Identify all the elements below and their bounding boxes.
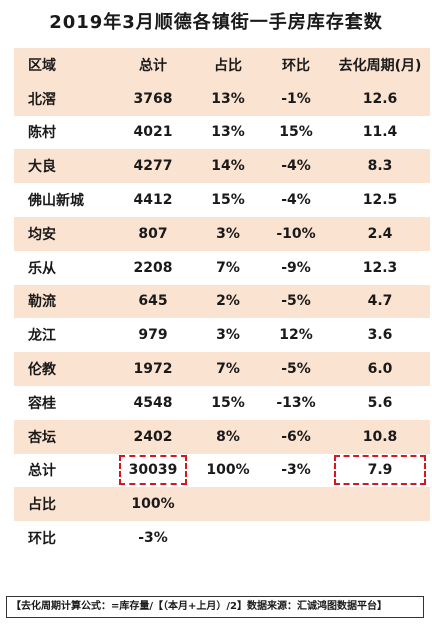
cell-cycle: 2.4 bbox=[330, 216, 430, 251]
header-share: 占比 bbox=[194, 48, 262, 82]
cell-total: 1972 bbox=[112, 352, 194, 386]
total-value-highlight: 30039 bbox=[118, 455, 188, 486]
cell-change: -4% bbox=[281, 192, 311, 209]
cell-region: 乐从 bbox=[28, 260, 56, 277]
cell-total: 645 bbox=[112, 284, 194, 319]
cell-region: 北滘 bbox=[14, 81, 112, 116]
footer-note: 【去化周期计算公式：=库存量/【（本月+上月）/2】数据来源：汇诚鸿图数据平台】 bbox=[6, 596, 424, 618]
cell-change: -6% bbox=[262, 419, 330, 454]
cell-change: -13% bbox=[276, 394, 316, 411]
cell-region: 伦教 bbox=[14, 352, 112, 386]
total-change: -3% bbox=[281, 462, 311, 479]
cell-change: -10% bbox=[262, 216, 330, 251]
cell-change: -9% bbox=[281, 259, 311, 276]
table-row: 佛山新城 4412 15% -4% 12.5 bbox=[14, 183, 430, 217]
inventory-table: 区域 总计 占比 环比 去化周期(月) 北滘 3768 13% -1% 12.6… bbox=[14, 48, 430, 555]
total-share: 100% bbox=[206, 462, 250, 479]
cell-region: 勒流 bbox=[14, 284, 112, 319]
cell-region: 大良 bbox=[14, 149, 112, 184]
table-title: 2019年3月顺德各镇街一手房库存套数 bbox=[49, 12, 383, 33]
cell-total: 4412 bbox=[133, 192, 173, 209]
table-row: 大良 4277 14% -4% 8.3 bbox=[14, 149, 430, 184]
cell-cycle: 12.3 bbox=[362, 259, 398, 276]
cell-share: 13% bbox=[194, 81, 262, 116]
table-header-row: 区域 总计 占比 环比 去化周期(月) bbox=[14, 48, 430, 82]
header-total: 总计 bbox=[112, 48, 194, 82]
cell-total: 4548 bbox=[133, 394, 173, 411]
cell-total: 3768 bbox=[112, 81, 194, 116]
cell-change: -1% bbox=[262, 81, 330, 116]
cell-cycle: 8.3 bbox=[330, 149, 430, 184]
table-row: 伦教 1972 7% -5% 6.0 bbox=[14, 352, 430, 386]
table-row: 均安 807 3% -10% 2.4 bbox=[14, 216, 430, 251]
table-row: 陈村 4021 13% 15% 11.4 bbox=[14, 116, 430, 150]
cell-cycle: 12.5 bbox=[362, 192, 398, 209]
cell-region: 佛山新城 bbox=[28, 193, 84, 210]
cell-share: 7% bbox=[216, 259, 240, 276]
cell-share: 2% bbox=[194, 284, 262, 319]
table-row: 杏坛 2402 8% -6% 10.8 bbox=[14, 419, 430, 454]
cell-region: 龙江 bbox=[28, 328, 56, 345]
cell-share: 8% bbox=[194, 419, 262, 454]
table-row: 容桂 4548 15% -13% 5.6 bbox=[14, 386, 430, 420]
share-row: 占比 100% bbox=[14, 487, 430, 522]
cell-cycle: 4.7 bbox=[330, 284, 430, 319]
cell-share: 13% bbox=[211, 124, 245, 141]
cell-share: 7% bbox=[194, 352, 262, 386]
cell-total: 4277 bbox=[112, 149, 194, 184]
cell-share: 15% bbox=[211, 192, 245, 209]
cell-change: -4% bbox=[262, 149, 330, 184]
cell-cycle: 12.6 bbox=[330, 81, 430, 116]
cell-total: 2402 bbox=[112, 419, 194, 454]
header-region: 区域 bbox=[14, 48, 112, 82]
cell-change: -5% bbox=[262, 352, 330, 386]
cell-cycle: 6.0 bbox=[330, 352, 430, 386]
total-cycle-highlight: 7.9 bbox=[333, 455, 427, 486]
cell-change: 12% bbox=[279, 327, 313, 344]
cell-region: 陈村 bbox=[28, 125, 56, 142]
change-row: 环比 -3% bbox=[14, 521, 430, 555]
cell-total: 2208 bbox=[133, 259, 173, 276]
header-cycle: 去化周期(月) bbox=[330, 48, 430, 82]
change-value: -3% bbox=[138, 530, 168, 547]
cell-change: 15% bbox=[279, 124, 313, 141]
cell-cycle: 11.4 bbox=[362, 124, 398, 141]
share-label: 占比 bbox=[14, 487, 112, 522]
header-change: 环比 bbox=[262, 48, 330, 82]
cell-total: 979 bbox=[138, 327, 168, 344]
cell-total: 807 bbox=[112, 216, 194, 251]
cell-change: -5% bbox=[262, 284, 330, 319]
table-row: 龙江 979 3% 12% 3.6 bbox=[14, 318, 430, 352]
cell-share: 3% bbox=[216, 327, 240, 344]
share-value: 100% bbox=[112, 487, 194, 522]
total-label: 总计 bbox=[28, 463, 56, 480]
cell-share: 15% bbox=[211, 394, 245, 411]
change-label: 环比 bbox=[28, 531, 56, 548]
table-row: 乐从 2208 7% -9% 12.3 bbox=[14, 251, 430, 285]
table-row: 北滘 3768 13% -1% 12.6 bbox=[14, 81, 430, 116]
cell-share: 3% bbox=[194, 216, 262, 251]
table-row: 勒流 645 2% -5% 4.7 bbox=[14, 284, 430, 319]
cell-cycle: 10.8 bbox=[330, 419, 430, 454]
cell-share: 14% bbox=[194, 149, 262, 184]
cell-cycle: 3.6 bbox=[367, 327, 393, 344]
total-row: 总计 30039 100% -3% 7.9 bbox=[14, 454, 430, 488]
cell-cycle: 5.6 bbox=[367, 394, 393, 411]
cell-total: 4021 bbox=[133, 124, 173, 141]
cell-region: 杏坛 bbox=[14, 419, 112, 454]
cell-region: 均安 bbox=[14, 216, 112, 251]
cell-region: 容桂 bbox=[28, 395, 56, 412]
